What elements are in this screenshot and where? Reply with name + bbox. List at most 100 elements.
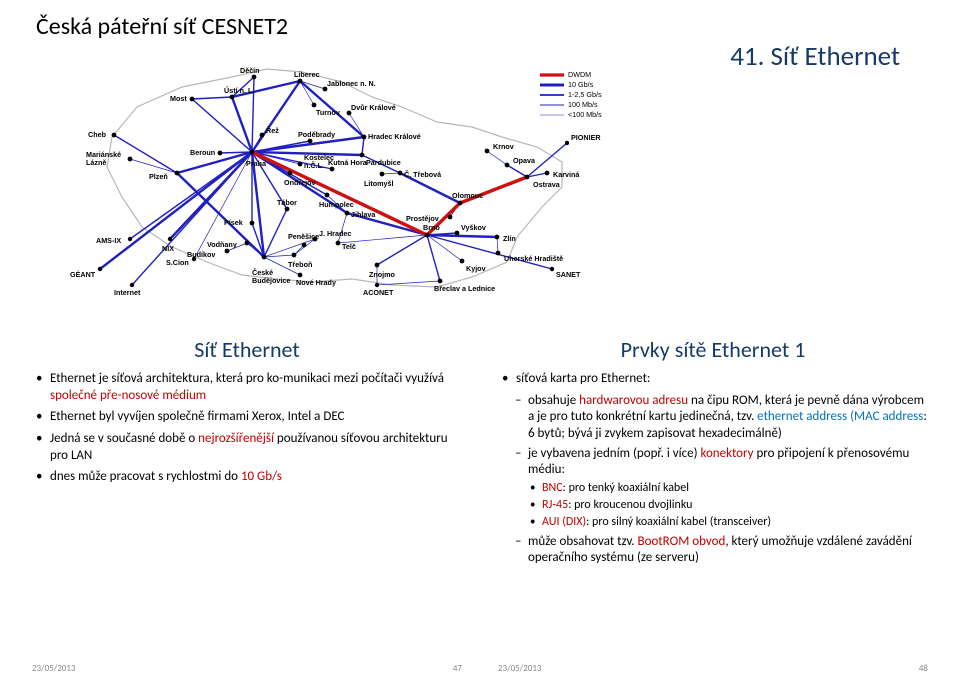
- highlight: hardwarovou adresu: [579, 393, 688, 408]
- highlight: nejrozšířenější: [198, 431, 274, 446]
- text: dnes může pracovat s rychlostmi do: [50, 469, 241, 484]
- main-title: Česká páteřní síť CESNET2: [36, 12, 924, 41]
- footer-page: 48: [919, 663, 928, 674]
- svg-text:ACONET: ACONET: [363, 288, 394, 297]
- right-bullet-1: síťová karta pro Ethernet:: [516, 371, 928, 388]
- svg-text:Znojmo: Znojmo: [369, 270, 396, 279]
- svg-text:Plzeň: Plzeň: [149, 172, 168, 181]
- svg-text:Vodňany: Vodňany: [207, 240, 237, 249]
- highlight: AUI (DIX): [542, 515, 586, 529]
- svg-text:Kyjov: Kyjov: [466, 264, 486, 273]
- svg-text:Ondřejov: Ondřejov: [284, 178, 316, 187]
- svg-text:DWDM: DWDM: [568, 70, 591, 79]
- svg-text:Peněšice: Peněšice: [288, 232, 319, 241]
- highlight: BNC: [542, 481, 563, 495]
- svg-text:Jablonec n. N.: Jablonec n. N.: [327, 79, 376, 88]
- slide-right: Prvky sítě Ethernet 1 síťová karta pro E…: [484, 328, 942, 676]
- slide-left-title: Síť Ethernet: [32, 336, 462, 363]
- svg-text:AMS-IX: AMS-IX: [96, 236, 121, 245]
- svg-text:<100 Mb/s: <100 Mb/s: [568, 110, 602, 119]
- svg-text:Č. Třebová: Č. Třebová: [404, 170, 442, 179]
- svg-text:Kutná Hora: Kutná Hora: [328, 158, 368, 167]
- svg-text:Telč: Telč: [342, 242, 356, 251]
- svg-text:NIX: NIX: [162, 244, 174, 253]
- left-bullet-4: dnes může pracovat s rychlostmi do 10 Gb…: [50, 469, 462, 486]
- footer-date: 23/05/2013: [32, 663, 75, 674]
- svg-text:J. Hradec: J. Hradec: [319, 229, 351, 238]
- svg-text:Řež: Řež: [266, 126, 279, 135]
- svg-text:Tábor: Tábor: [277, 198, 297, 207]
- svg-text:Ostrava: Ostrava: [533, 180, 561, 189]
- slide-left: Síť Ethernet Ethernet je síťová architek…: [18, 328, 476, 676]
- svg-text:Humpolec: Humpolec: [319, 200, 354, 209]
- highlight: konektory: [700, 446, 753, 461]
- svg-text:Nové Hrady: Nové Hrady: [296, 278, 336, 287]
- slide-left-footer: 23/05/2013 47: [32, 663, 462, 674]
- right-sub-1: obsahuje hardwarovou adresu na čipu ROM,…: [528, 393, 928, 443]
- svg-text:Písek: Písek: [224, 218, 243, 227]
- left-bullet-3: Jedná se v současné době o nejrozšířeněj…: [50, 431, 462, 464]
- svg-text:Cheb: Cheb: [88, 130, 107, 139]
- highlight: BootROM obvod: [638, 534, 726, 549]
- right-sub2-b: RJ-45: pro kroucenou dvojlinku: [542, 498, 928, 513]
- svg-text:Praha: Praha: [246, 159, 267, 168]
- svg-text:Brno: Brno: [423, 223, 440, 232]
- svg-text:100 Mb/s: 100 Mb/s: [568, 100, 598, 109]
- highlight: ethernet address (MAC address: [757, 409, 923, 424]
- text: Jedná se v současné době o: [50, 431, 198, 446]
- left-bullet-2: Ethernet byl vyvíjen společně firmami Xe…: [50, 409, 462, 426]
- svg-text:Budíkov: Budíkov: [187, 250, 215, 259]
- svg-text:Poděbrady: Poděbrady: [298, 130, 335, 139]
- svg-text:Vyškov: Vyškov: [461, 223, 486, 232]
- svg-text:Děčín: Děčín: [240, 66, 260, 75]
- svg-text:Třeboň: Třeboň: [288, 260, 312, 269]
- left-bullet-1: Ethernet je síťová architektura, která p…: [50, 371, 462, 404]
- svg-text:10 Gb/s: 10 Gb/s: [568, 80, 594, 89]
- highlight: RJ-45: [542, 498, 568, 512]
- slide-right-body: síťová karta pro Ethernet: obsahuje hard…: [498, 371, 928, 570]
- svg-text:Most: Most: [170, 94, 187, 103]
- top-slide: Česká páteřní síť CESNET2 41. Síť Ethern…: [0, 0, 960, 320]
- svg-text:n.Č.L.: n.Č.L.: [304, 161, 324, 170]
- highlight: společné pře-nosové médium: [50, 388, 206, 403]
- svg-text:Litomyšl: Litomyšl: [364, 179, 394, 188]
- svg-text:Karviná: Karviná: [553, 170, 580, 179]
- svg-text:1-2,5 Gb/s: 1-2,5 Gb/s: [568, 90, 602, 99]
- slide-right-footer: 23/05/2013 48: [498, 663, 928, 674]
- svg-text:Turnov: Turnov: [316, 108, 340, 117]
- bottom-row: Síť Ethernet Ethernet je síťová architek…: [0, 320, 960, 684]
- svg-text:Zlín: Zlín: [503, 234, 516, 243]
- text: Ethernet je síťová architektura, která p…: [50, 371, 444, 386]
- slide-right-title: Prvky sítě Ethernet 1: [498, 336, 928, 363]
- svg-text:Břeclav a Lednice: Břeclav a Lednice: [434, 284, 495, 293]
- svg-text:Uherské Hradiště: Uherské Hradiště: [504, 254, 563, 263]
- svg-text:Pardubice: Pardubice: [366, 158, 401, 167]
- svg-text:SANET: SANET: [556, 270, 581, 279]
- highlight: 10 Gb/s: [241, 469, 282, 484]
- text: : pro tenký koaxiální kabel: [563, 481, 689, 495]
- svg-text:Lázně: Lázně: [86, 158, 106, 167]
- right-sub-2: je vybavena jedním (popř. i více) konekt…: [528, 446, 928, 531]
- svg-text:Internet: Internet: [114, 288, 141, 297]
- svg-text:Prostějov: Prostějov: [406, 214, 439, 223]
- right-sub-3: může obsahovat tzv. BootROM obvod, který…: [528, 534, 928, 567]
- svg-text:Budějovice: Budějovice: [252, 276, 290, 285]
- right-sub2-a: BNC: pro tenký koaxiální kabel: [542, 481, 928, 496]
- svg-text:Beroun: Beroun: [190, 148, 215, 157]
- footer-date: 23/05/2013: [498, 663, 541, 674]
- text: : pro silný koaxiální kabel (transceiver…: [586, 515, 771, 529]
- right-sub2-c: AUI (DIX): pro silný koaxiální kabel (tr…: [542, 515, 928, 530]
- svg-text:GÉANT: GÉANT: [70, 270, 96, 279]
- footer-page: 47: [453, 663, 462, 674]
- svg-text:Ústí n. L.: Ústí n. L.: [224, 86, 254, 95]
- svg-text:Krnov: Krnov: [493, 142, 514, 151]
- text: : pro kroucenou dvojlinku: [568, 498, 692, 512]
- svg-text:Olomouc: Olomouc: [452, 191, 483, 200]
- network-map: PrahaDěčínÚstí n. L.MostLiberecJablonec …: [42, 47, 602, 292]
- svg-text:PIONIER: PIONIER: [571, 133, 601, 142]
- slide-left-body: Ethernet je síťová architektura, která p…: [32, 371, 462, 491]
- svg-text:Hradec Králové: Hradec Králové: [368, 132, 421, 141]
- text: je vybavena jedním (popř. i více): [528, 446, 700, 461]
- text: obsahuje: [528, 393, 579, 408]
- svg-text:Jihlava: Jihlava: [351, 210, 376, 219]
